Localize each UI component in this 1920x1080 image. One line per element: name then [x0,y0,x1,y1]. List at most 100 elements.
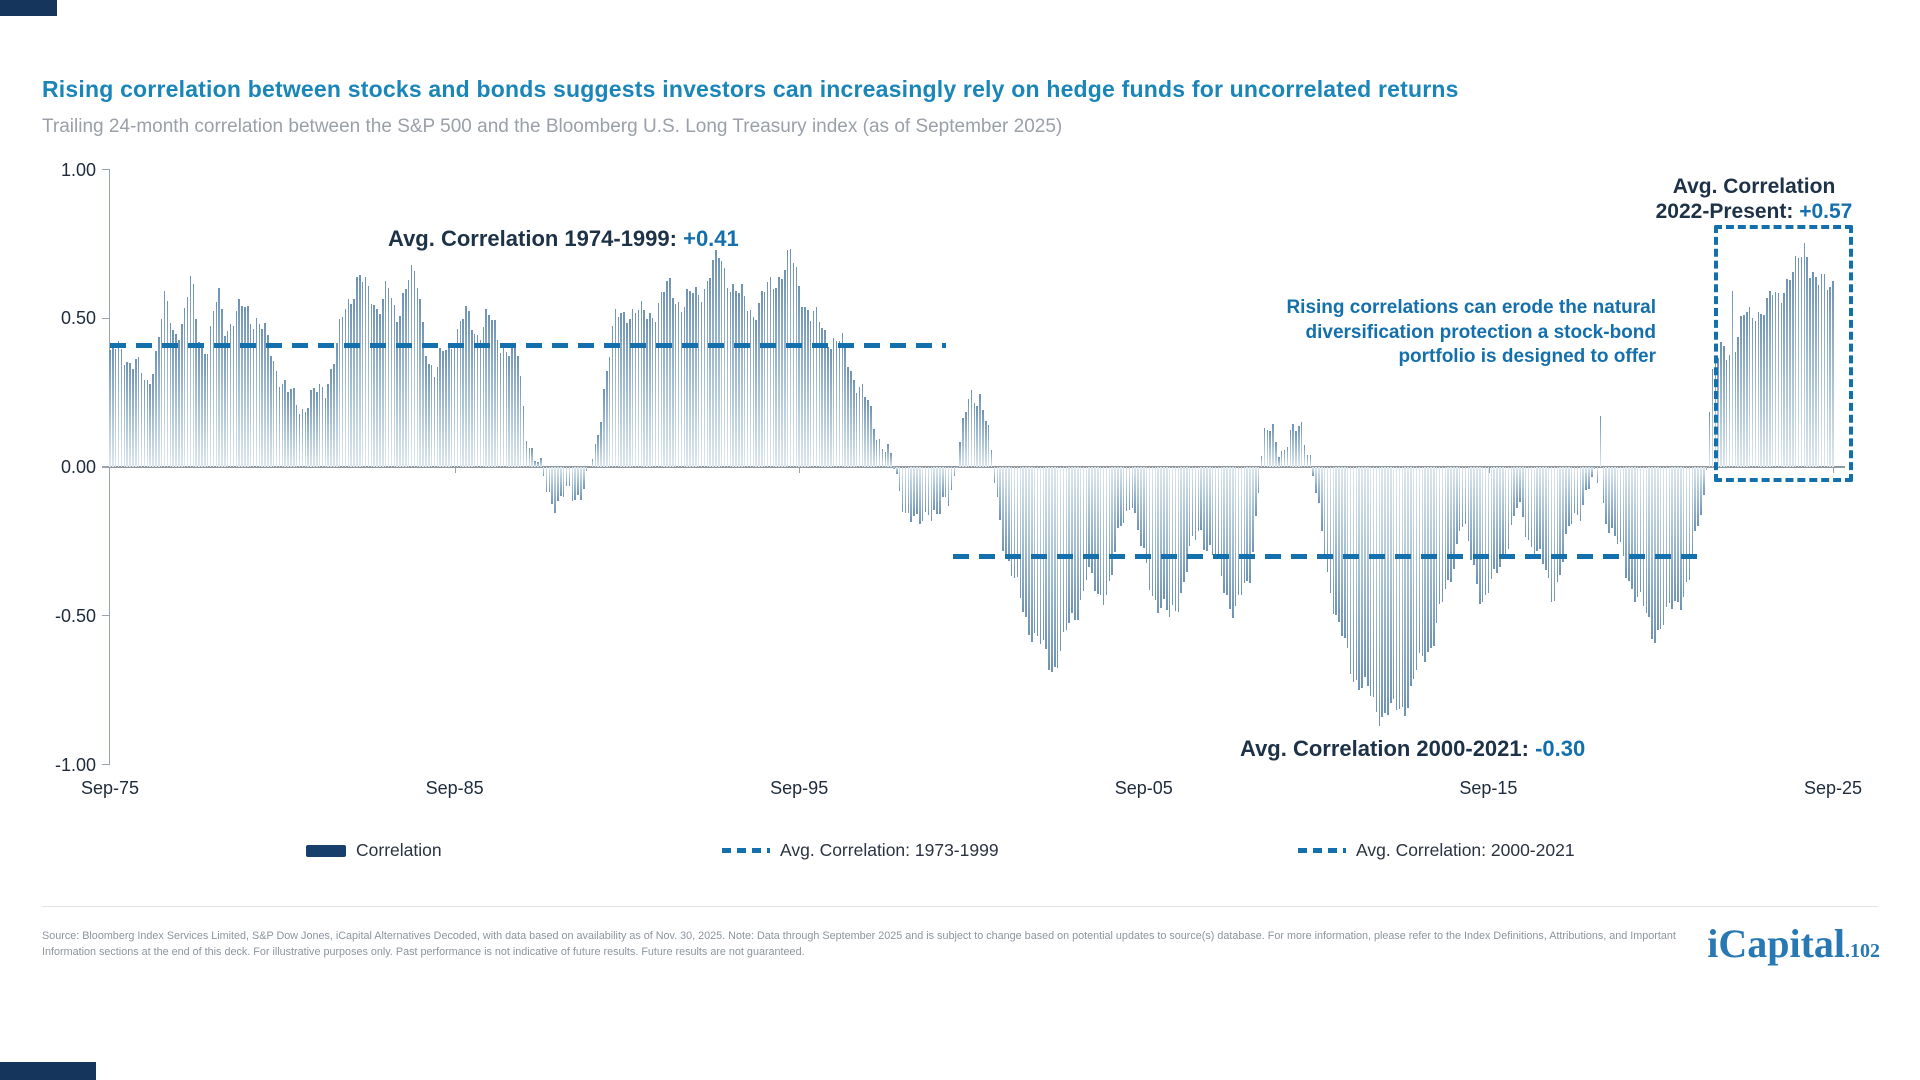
correlation-bar [887,443,889,467]
correlation-bar [1234,467,1237,606]
correlation-bar [936,467,938,514]
correlation-bar [1145,467,1148,564]
correlation-bar [218,287,220,467]
correlation-bar [1048,467,1050,670]
correlation-bar [878,438,881,467]
correlation-bar [1657,467,1659,631]
correlation-bar [496,339,499,467]
correlation-bar [1723,346,1725,467]
correlation-bar [112,348,114,467]
correlation-bar [1829,287,1831,467]
correlation-bar [488,314,490,467]
correlation-bar [1071,467,1073,613]
correlation-bar [1381,467,1383,718]
correlation-bar [1473,467,1475,566]
correlation-bar [1639,467,1642,593]
correlation-bar [450,348,453,467]
correlation-bar [990,450,993,467]
correlation-bar [1252,467,1254,552]
correlation-bar [1367,467,1369,687]
correlation-bar [293,387,295,467]
correlation-bar [287,391,289,467]
correlation-bar [132,369,134,467]
annotation-avg-2022-present: Avg. Correlation 2022-Present: +0.57 [1646,174,1862,224]
correlation-bar [1760,313,1762,467]
x-axis-tick-label: Sep-05 [1114,778,1173,798]
annotation-rising-correlations: Rising correlations can erode the natura… [1286,297,1656,367]
correlation-bar [1054,467,1056,668]
correlation-bar [640,301,642,467]
correlation-bar [1217,467,1220,556]
correlation-bar [1783,292,1785,467]
correlation-bar [525,441,528,467]
correlation-bar [1737,337,1739,467]
y-axis-tick [102,763,110,766]
correlation-bar [1114,467,1116,553]
legend-swatch-dashed [1298,848,1346,853]
correlation-bar [485,308,487,467]
correlation-bar [1507,467,1510,549]
correlation-bar [491,319,493,467]
correlation-bar [1648,467,1650,618]
correlation-bar [1312,467,1314,476]
correlation-bar [1754,321,1757,467]
correlation-bar [1375,467,1378,712]
correlation-bar [1470,467,1472,560]
correlation-bar [370,303,373,467]
correlation-bar [1576,467,1579,515]
correlation-bar [1668,467,1671,604]
correlation-bar [433,377,436,467]
correlation-bar [982,410,984,467]
correlation-bar [468,310,470,467]
correlation-bar [712,259,714,467]
correlation-bar [1645,467,1648,613]
correlation-bar [425,355,427,467]
correlation-bar [898,467,901,491]
correlation-bar [476,334,479,467]
correlation-bar [718,257,720,467]
correlation-bar [462,319,464,467]
correlation-bar [798,286,800,467]
correlation-bar [137,356,140,467]
correlation-bar [709,278,711,467]
correlation-bar [1352,467,1355,682]
correlation-bar [1180,467,1182,593]
correlation-bar [508,355,510,467]
correlation-bar [422,322,424,467]
y-axis-tick-label: -1.00 [54,754,96,775]
correlation-bar [146,379,149,467]
correlation-bar [359,275,361,467]
correlation-bar [1186,467,1188,572]
correlation-bar [1140,467,1142,546]
correlation-bar [950,467,953,491]
y-axis-tick [102,317,110,319]
correlation-bar [732,284,734,467]
correlation-bar [752,316,754,467]
correlation-bar [1005,467,1007,558]
correlation-bar [1510,467,1513,525]
correlation-bar [1628,467,1630,582]
correlation-bar [295,405,298,467]
correlation-bar [528,448,530,467]
correlation-bar [1757,312,1760,467]
correlation-bar [697,295,700,467]
correlation-bar [1392,467,1395,700]
correlation-bar [1697,467,1699,526]
correlation-bar [649,313,651,467]
correlation-bar [695,286,697,467]
correlation-bar [1634,467,1636,603]
correlation-bar [1094,467,1096,591]
source-disclaimer: Source: Bloomberg Index Services Limited… [42,930,1676,959]
correlation-bar [304,411,307,467]
correlation-bar [1292,423,1294,467]
correlation-bar [373,305,375,467]
correlation-bar [962,418,964,467]
correlation-bar [1418,467,1421,653]
correlation-bar [643,310,645,467]
correlation-bar [1341,467,1343,636]
correlation-bar [158,336,160,467]
correlation-bar [1777,293,1780,467]
correlation-bar [1631,467,1633,589]
correlation-bar [792,263,795,467]
correlation-bar [775,287,777,467]
